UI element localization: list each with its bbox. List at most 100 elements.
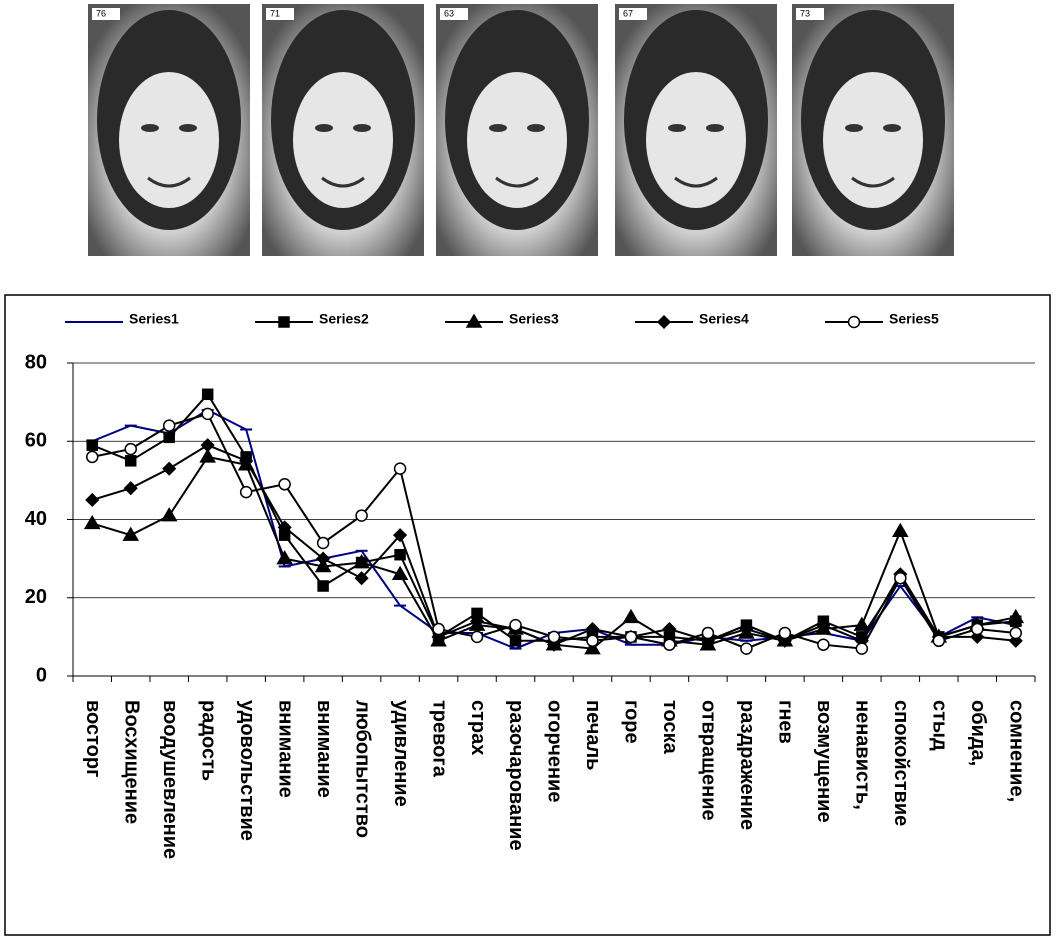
data-point (85, 492, 100, 507)
photo-number: 76 (96, 8, 106, 18)
data-point (469, 614, 485, 629)
data-point (124, 442, 137, 456)
mouth (147, 176, 191, 188)
data-point (816, 618, 831, 633)
eye (315, 124, 333, 132)
photo-number-box (266, 8, 294, 20)
legend-label: Series3 (509, 311, 559, 327)
data-point (239, 453, 254, 468)
photo-number-box (440, 8, 468, 20)
photo: 73 (792, 4, 954, 256)
data-point (277, 520, 292, 535)
legend-marker (278, 316, 290, 328)
data-point (853, 616, 871, 631)
photo: 67 (615, 4, 777, 256)
eye (527, 124, 545, 132)
data-point (393, 528, 408, 543)
data-point (83, 514, 101, 530)
photo-number-box (92, 8, 120, 20)
x-tick-label: удовольствие (236, 700, 258, 841)
photo-number-box (796, 8, 824, 20)
y-tick-label: 80 (25, 351, 47, 373)
data-point (1008, 633, 1023, 648)
legend-label: Series2 (319, 311, 369, 327)
legend-marker (847, 315, 861, 329)
data-point (778, 626, 792, 640)
data-point (163, 431, 175, 444)
data-point (971, 622, 984, 636)
data-point (855, 642, 869, 655)
data-point (932, 634, 946, 648)
x-tick-label: огорчение (544, 700, 566, 802)
mouth (851, 176, 895, 188)
data-point (700, 633, 715, 648)
x-tick-label: страх (467, 700, 489, 755)
mouth (321, 176, 365, 188)
data-point (162, 419, 176, 432)
photo: 71 (262, 4, 424, 256)
data-point (200, 438, 215, 453)
data-point (432, 622, 445, 636)
data-point (892, 522, 909, 537)
mouth (495, 176, 539, 188)
data-point (777, 633, 792, 648)
data-point (276, 550, 293, 565)
x-tick-label: гнев (775, 700, 797, 744)
legend-marker (656, 314, 672, 330)
data-point (739, 621, 754, 637)
eye (141, 124, 159, 132)
x-tick-label: сомнение, (1005, 700, 1027, 802)
y-tick-label: 40 (25, 508, 47, 530)
x-tick-label: внимание (274, 700, 296, 798)
face (823, 72, 923, 208)
data-point (393, 462, 407, 475)
data-point (470, 630, 484, 644)
data-point (584, 640, 601, 655)
legend-label: Series4 (699, 311, 749, 327)
data-point (316, 536, 330, 550)
eye (845, 124, 863, 132)
photo: 63 (436, 4, 598, 256)
x-tick-label: спокойствие (890, 700, 912, 826)
face (119, 72, 219, 208)
data-point (509, 618, 522, 632)
data-point (391, 565, 409, 581)
eye (179, 124, 197, 132)
data-point (122, 526, 140, 541)
data-point (123, 481, 138, 496)
x-tick-label: стыд (929, 700, 951, 751)
eye (489, 124, 507, 132)
x-tick-label: раздражение (736, 700, 758, 830)
data-point (622, 608, 640, 624)
photo: 76 (88, 4, 250, 256)
face (293, 72, 393, 208)
data-point (662, 621, 677, 637)
x-tick-label: горе (621, 700, 643, 744)
photo-number: 63 (444, 8, 454, 18)
x-tick-label: разочарование (505, 700, 527, 851)
data-point (740, 642, 753, 655)
x-tick-label: печаль (582, 700, 604, 770)
legend-marker (465, 313, 483, 328)
data-point (586, 634, 599, 648)
photo-number: 73 (800, 8, 810, 18)
x-tick-label: восторг (82, 700, 104, 777)
data-point (316, 551, 331, 566)
legend-label: Series1 (129, 311, 179, 327)
x-tick-label: обида, (967, 700, 989, 766)
data-point (86, 439, 98, 451)
face (646, 72, 746, 208)
data-point (162, 461, 177, 476)
x-tick-label: тревога (428, 700, 450, 778)
data-point (124, 455, 137, 467)
data-point (817, 638, 830, 651)
x-tick-label: воодушевление (159, 700, 181, 859)
data-point (701, 626, 715, 640)
x-tick-label: отвращение (698, 700, 720, 821)
data-point (201, 388, 214, 401)
data-point (353, 554, 370, 569)
data-point (354, 571, 369, 586)
data-point (624, 630, 638, 644)
data-point (355, 509, 368, 522)
